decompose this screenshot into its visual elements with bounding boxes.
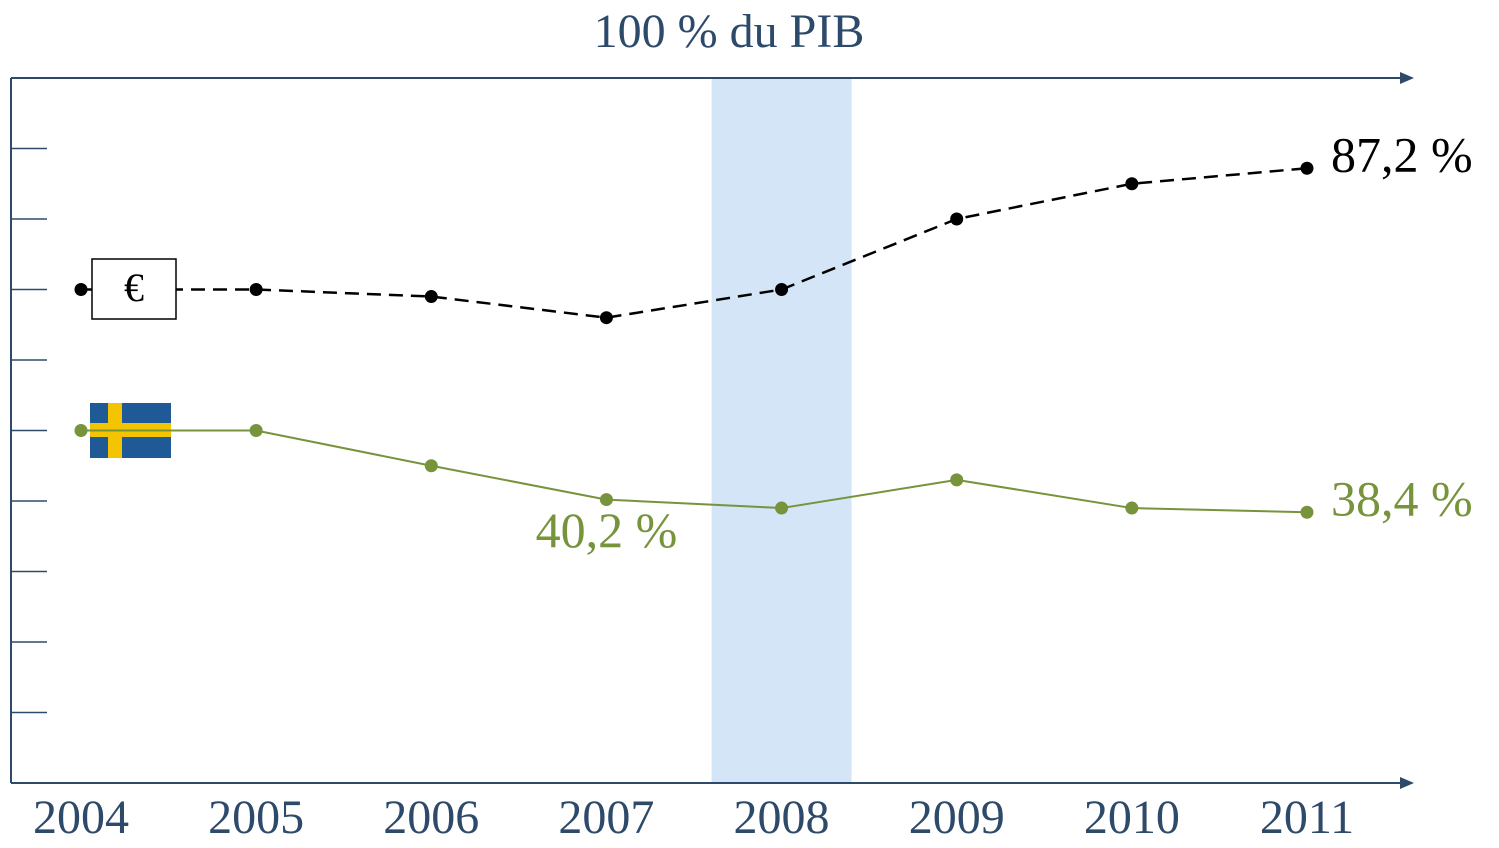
series-line (81, 166, 1308, 319)
data-point (424, 459, 438, 473)
data-point (775, 501, 789, 515)
x-tick-label: 2004 (33, 791, 129, 844)
x-tick-label: 2009 (909, 791, 1005, 844)
data-point (74, 424, 88, 437)
value-label: 38,4 % (1331, 471, 1473, 527)
legend-label: € (124, 265, 144, 310)
data-point (1125, 177, 1139, 191)
x-tick-label: 2007 (558, 791, 654, 844)
x-tick-label: 2010 (1084, 791, 1180, 844)
data-point (249, 283, 263, 296)
x-tick-label: 2008 (734, 791, 830, 844)
data-point (599, 493, 613, 507)
data-point (950, 212, 964, 226)
value-label: 40,2 % (536, 502, 678, 558)
data-point (950, 473, 964, 487)
data-point (1125, 501, 1139, 515)
chart-title: 100 % du PIB (594, 5, 865, 58)
data-point (424, 290, 438, 304)
x-tick-label: 2011 (1260, 791, 1354, 844)
legend-euro: € (91, 258, 177, 320)
data-point (249, 424, 263, 437)
data-point (74, 283, 88, 296)
highlight-band (711, 79, 852, 783)
data-point (599, 311, 613, 325)
data-point (775, 283, 789, 296)
series-line (81, 429, 1308, 514)
data-point (1300, 161, 1314, 175)
x-tick-label: 2006 (383, 791, 479, 844)
legend-box (91, 258, 177, 320)
data-point (1300, 505, 1314, 519)
x-tick-label: 2005 (208, 791, 304, 844)
value-label: 87,2 % (1331, 127, 1473, 183)
